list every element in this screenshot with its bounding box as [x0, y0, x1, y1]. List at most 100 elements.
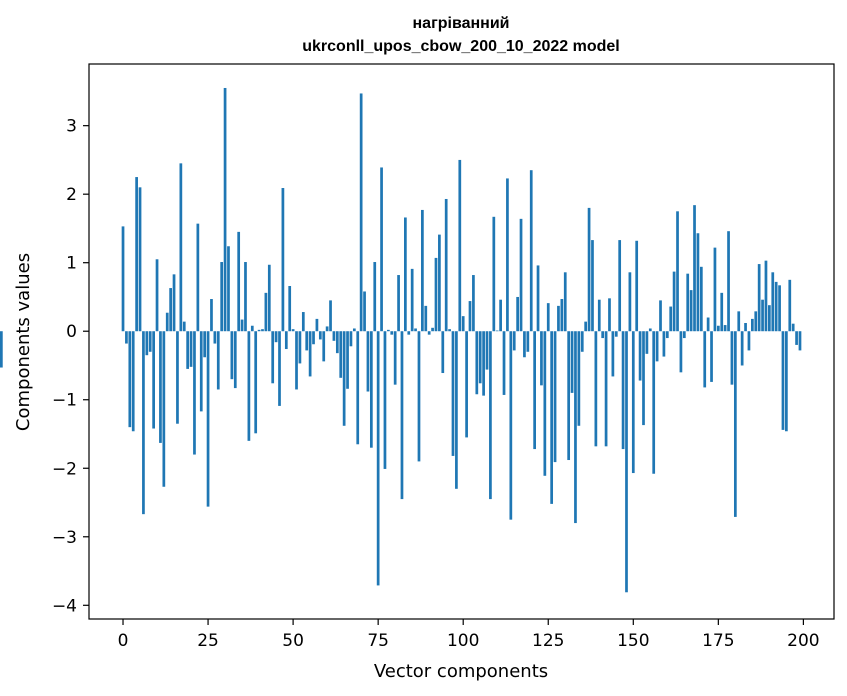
bar-113	[506, 178, 509, 332]
bar-153	[642, 331, 645, 426]
bar-101	[465, 331, 468, 438]
bar-75	[376, 331, 380, 586]
bar-34	[237, 231, 241, 332]
bar-102	[468, 301, 472, 332]
y-tick-label--1: −1	[52, 391, 77, 411]
bar-57	[315, 318, 319, 332]
bar-162	[672, 271, 676, 332]
x-tick-label-175: 175	[702, 631, 734, 651]
bar-138	[591, 240, 594, 332]
bar-143	[608, 298, 611, 332]
bar-121	[533, 331, 536, 450]
x-tick-label-50: 50	[282, 631, 304, 651]
bar-199	[798, 331, 802, 351]
bar-179	[730, 331, 734, 385]
bar-36	[244, 262, 247, 332]
bar-150	[631, 331, 635, 474]
bar-48	[284, 331, 288, 350]
bar-56	[312, 331, 315, 345]
bar-100	[461, 316, 465, 332]
bar-46	[278, 331, 281, 406]
bar-124	[543, 331, 547, 476]
bar-120	[529, 170, 533, 332]
bar-42	[264, 292, 268, 332]
bar-16	[176, 331, 179, 424]
bar-84	[407, 331, 411, 335]
bar-25	[206, 331, 210, 507]
bar-183	[744, 323, 747, 332]
x-tick-label-100: 100	[447, 631, 479, 651]
bar-177	[723, 325, 727, 332]
bar-108	[489, 331, 492, 500]
y-axis-ticks: −4 −3 −2 −1 0 1 2 3	[52, 117, 89, 616]
bar-174	[713, 247, 717, 332]
bar-86	[414, 328, 417, 332]
bar-31	[227, 246, 230, 332]
bar-127	[553, 331, 557, 463]
bar-193	[778, 285, 781, 332]
bar-30	[223, 87, 227, 332]
bar-139	[594, 331, 598, 447]
bar-59	[322, 331, 326, 362]
bars-group	[0, 87, 802, 593]
bar-69	[356, 331, 360, 445]
bar-40	[257, 329, 261, 332]
bar-192	[774, 281, 778, 332]
bar-50	[291, 329, 295, 332]
bar-197	[791, 323, 795, 332]
bar-17	[179, 163, 183, 332]
bar-125	[546, 303, 550, 332]
bar-195	[785, 331, 788, 432]
bar-64	[339, 331, 343, 378]
bar-89	[424, 305, 428, 332]
bar-173	[710, 331, 713, 382]
y-tick-label--3: −3	[52, 528, 77, 548]
bar-190	[768, 305, 771, 332]
bar-133	[574, 331, 577, 524]
bar-61	[329, 300, 332, 332]
bar-163	[676, 211, 679, 332]
bar-146	[618, 240, 622, 332]
bar-168	[693, 205, 696, 332]
x-tick-label-25: 25	[197, 631, 219, 651]
bar-140	[597, 299, 601, 332]
bar-169	[696, 233, 700, 332]
bar-20	[189, 331, 193, 367]
bar-92	[434, 257, 438, 332]
bar-122	[536, 265, 540, 332]
bar-136	[584, 321, 588, 332]
bar-74	[373, 262, 377, 332]
bar-196	[788, 279, 792, 332]
bar-78	[387, 329, 390, 332]
bar-71	[363, 291, 366, 332]
bar-180	[733, 331, 737, 517]
bar-55	[308, 331, 312, 377]
bar-1	[125, 331, 128, 344]
bar-18	[182, 321, 186, 332]
bar-79	[390, 331, 394, 335]
bar-73	[369, 331, 373, 448]
bar-52	[298, 331, 302, 364]
bar-15	[172, 274, 176, 332]
bar-13	[165, 312, 169, 332]
bar-33	[233, 331, 237, 389]
bar-95	[444, 198, 448, 332]
bar-134	[577, 331, 581, 426]
bar-166	[686, 273, 690, 332]
bar-72	[366, 331, 370, 392]
bar-12	[162, 331, 166, 487]
y-tick-label--2: −2	[52, 459, 77, 479]
bar-39	[254, 331, 258, 434]
x-tick-label-0: 0	[118, 631, 129, 651]
bar-38	[250, 325, 254, 332]
bar-87	[417, 331, 421, 462]
bar-157	[655, 331, 659, 362]
bar-35	[240, 319, 244, 332]
bar-80	[393, 331, 397, 385]
bar-149	[628, 272, 632, 332]
bar-182	[740, 331, 744, 366]
bar-63	[335, 331, 339, 354]
bar-145	[614, 331, 618, 337]
bar-191	[771, 272, 775, 332]
